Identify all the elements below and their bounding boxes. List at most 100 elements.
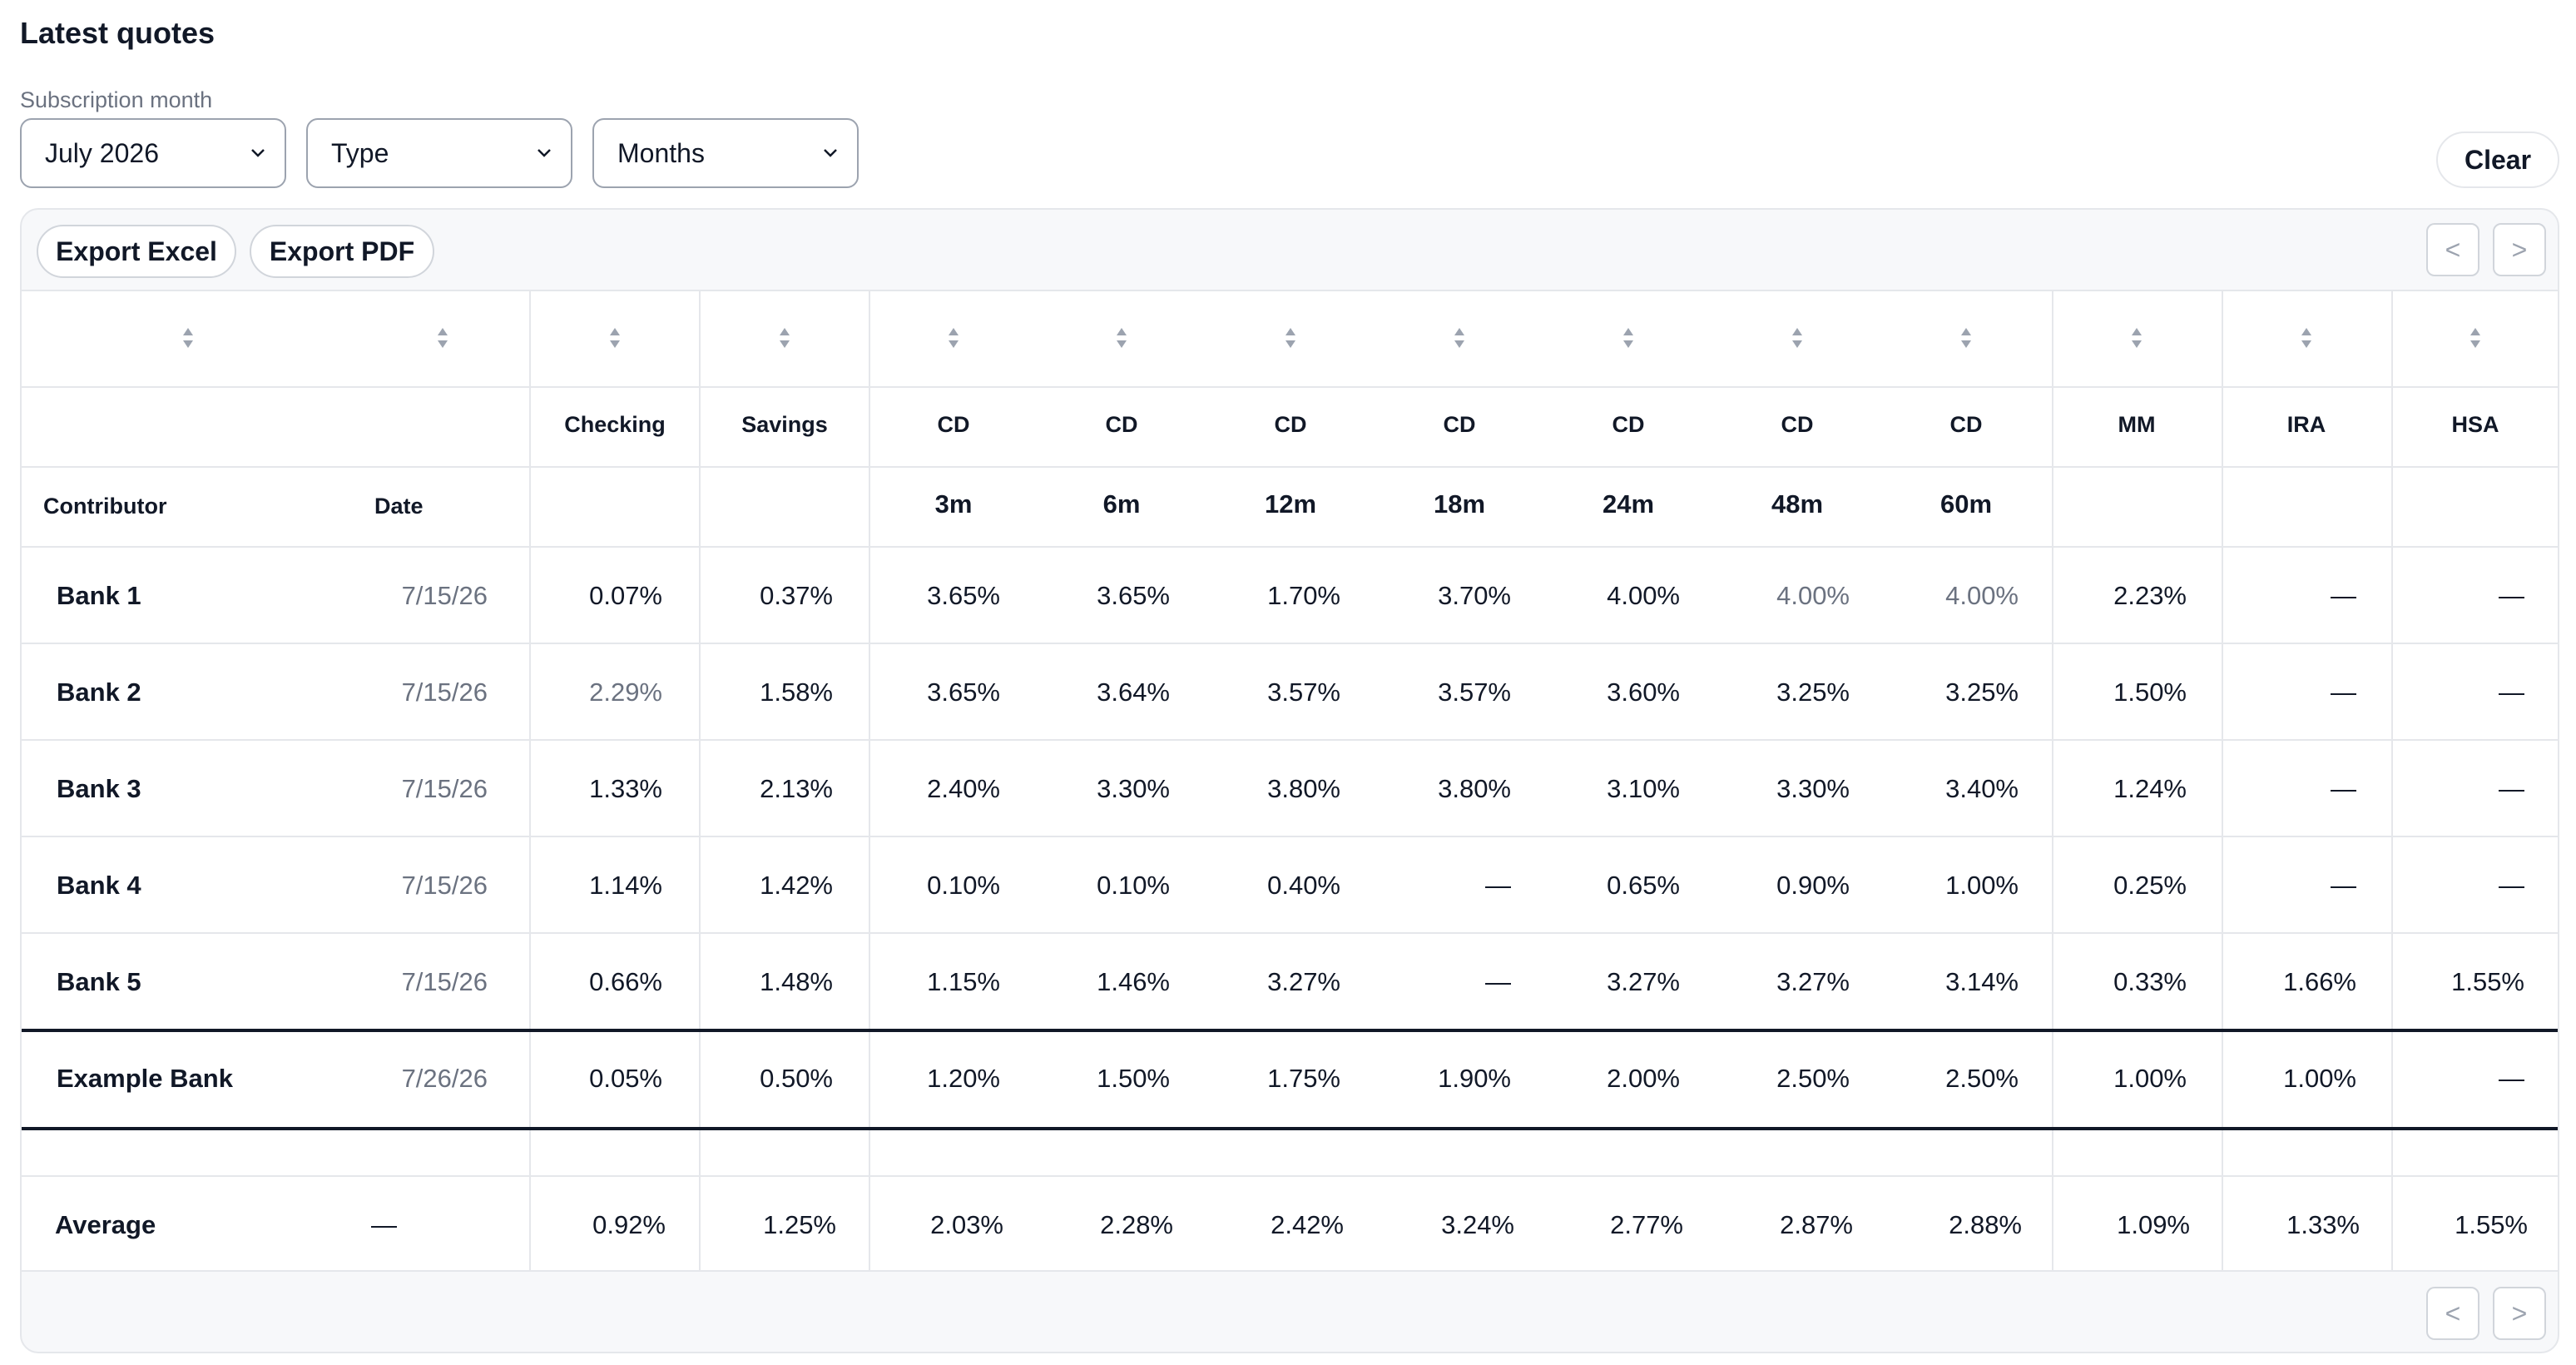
rate-cell: 1.90%	[1438, 1064, 1511, 1093]
average-cell: 1.25%	[763, 1210, 836, 1239]
column-header-type[interactable]: CD	[937, 412, 970, 437]
rate-cell: 1.50%	[1097, 1064, 1170, 1093]
column-header-type[interactable]: Savings	[741, 412, 828, 437]
column-header-term[interactable]: 24m	[1602, 489, 1655, 519]
type-select[interactable]: Type	[306, 118, 572, 188]
rate-cell: 1.00%	[2113, 1064, 2187, 1093]
table-row-date: 7/15/26	[401, 967, 488, 996]
rate-cell: 0.10%	[1097, 871, 1170, 900]
subscription-month-select[interactable]: July 2026	[20, 118, 286, 188]
column-header-type[interactable]: CD	[1105, 412, 1138, 437]
export-pdf-button[interactable]: Export PDF	[250, 225, 434, 278]
rate-cell: 3.25%	[1776, 678, 1850, 707]
sort-arrows-icon[interactable]	[2298, 325, 2315, 351]
sort-arrows-icon[interactable]	[1282, 325, 1299, 351]
average-cell: 2.42%	[1271, 1210, 1344, 1239]
sort-arrows-icon[interactable]	[1958, 325, 1974, 351]
next-page-button-top[interactable]: >	[2493, 223, 2546, 276]
column-header-term[interactable]: 18m	[1433, 489, 1486, 519]
page-title: Latest quotes	[20, 16, 215, 50]
rate-cell: 0.07%	[589, 581, 662, 610]
rate-cell: 1.33%	[589, 774, 662, 803]
rate-cell: —	[1485, 871, 1511, 900]
column-header-type[interactable]: IRA	[2286, 412, 2326, 437]
rate-cell: 0.40%	[1267, 871, 1340, 900]
column-header-type[interactable]: CD	[1274, 412, 1307, 437]
sort-arrows-icon[interactable]	[2467, 325, 2484, 351]
highlight-row-name: Example Bank	[57, 1064, 233, 1093]
rate-cell: 1.24%	[2113, 774, 2187, 803]
prev-page-button-bottom[interactable]: <	[2426, 1287, 2479, 1340]
rate-cell: 2.00%	[1607, 1064, 1680, 1093]
sort-arrows-icon[interactable]	[180, 325, 196, 351]
rate-cell: 4.00%	[1945, 581, 2019, 610]
highlight-bottom-border	[22, 1127, 2558, 1130]
sort-arrows-icon[interactable]	[1113, 325, 1130, 351]
table-row-name: Bank 1	[57, 581, 141, 610]
sort-arrows-icon[interactable]	[776, 325, 793, 351]
column-header-type[interactable]: Checking	[564, 412, 666, 437]
chevron-down-icon	[246, 120, 270, 186]
rate-cell: 1.58%	[760, 678, 833, 707]
column-header-type[interactable]: CD	[1443, 412, 1476, 437]
subscription-month-value: July 2026	[45, 138, 159, 168]
rate-cell: —	[2499, 774, 2524, 803]
column-divider	[2391, 291, 2393, 1270]
sort-arrows-icon[interactable]	[607, 325, 623, 351]
rate-cell: 3.65%	[1097, 581, 1170, 610]
months-select[interactable]: Months	[592, 118, 859, 188]
rate-cell: —	[2331, 871, 2356, 900]
column-header-term[interactable]: 60m	[1939, 489, 1993, 519]
column-header-type[interactable]: CD	[1781, 412, 1814, 437]
rate-cell: 1.00%	[1945, 871, 2019, 900]
rate-cell: 3.25%	[1945, 678, 2019, 707]
quotes-card: Export Excel Export PDF < > Contributor D…	[20, 208, 2559, 1353]
column-header-type[interactable]: MM	[2118, 412, 2156, 437]
rate-cell: 3.60%	[1607, 678, 1680, 707]
rate-cell: 1.14%	[589, 871, 662, 900]
rate-cell: 3.80%	[1438, 774, 1511, 803]
sort-arrows-icon[interactable]	[434, 325, 451, 351]
sort-arrows-icon[interactable]	[1620, 325, 1637, 351]
spacer-divider	[22, 1175, 2558, 1177]
column-header-term[interactable]: 12m	[1264, 489, 1317, 519]
average-row-name: Average	[55, 1210, 156, 1239]
rate-cell: 0.65%	[1607, 871, 1680, 900]
rate-cell: 1.75%	[1267, 1064, 1340, 1093]
column-header-term[interactable]: 48m	[1771, 489, 1824, 519]
rate-cell: 1.42%	[760, 871, 833, 900]
average-cell: 2.03%	[930, 1210, 1003, 1239]
column-header-date[interactable]: Date	[374, 494, 424, 519]
average-cell: 2.87%	[1780, 1210, 1853, 1239]
column-header-type[interactable]: CD	[1612, 412, 1645, 437]
next-page-button-bottom[interactable]: >	[2493, 1287, 2546, 1340]
highlight-top-border	[22, 1029, 2558, 1032]
rate-cell: —	[2499, 678, 2524, 707]
header-bottom-divider	[22, 546, 2558, 548]
type-placeholder: Type	[331, 138, 389, 168]
rate-cell: 4.00%	[1607, 581, 1680, 610]
column-header-type[interactable]: CD	[1949, 412, 1983, 437]
sort-arrows-icon[interactable]	[945, 325, 962, 351]
prev-page-button-top[interactable]: <	[2426, 223, 2479, 276]
sort-arrows-icon[interactable]	[1451, 325, 1468, 351]
clear-button[interactable]: Clear	[2436, 132, 2559, 188]
column-header-term[interactable]: 3m	[934, 489, 973, 519]
export-excel-button[interactable]: Export Excel	[37, 225, 236, 278]
column-header-contributor[interactable]: Contributor	[43, 494, 167, 519]
rate-cell: —	[2331, 678, 2356, 707]
average-cell: 1.09%	[2117, 1210, 2190, 1239]
sort-arrows-icon[interactable]	[2128, 325, 2145, 351]
column-header-type[interactable]: HSA	[2451, 412, 2499, 437]
rate-cell: 3.10%	[1607, 774, 1680, 803]
rate-cell: 2.29%	[589, 678, 662, 707]
sort-arrows-icon[interactable]	[1789, 325, 1806, 351]
rate-cell: 3.65%	[927, 581, 1000, 610]
rate-cell: 1.15%	[927, 967, 1000, 996]
rate-cell: 3.57%	[1267, 678, 1340, 707]
rate-cell: 3.64%	[1097, 678, 1170, 707]
average-cell: 2.88%	[1949, 1210, 2022, 1239]
column-header-term[interactable]: 6m	[1102, 489, 1141, 519]
rate-cell: 0.37%	[760, 581, 833, 610]
average-cell: 1.55%	[2455, 1210, 2528, 1239]
